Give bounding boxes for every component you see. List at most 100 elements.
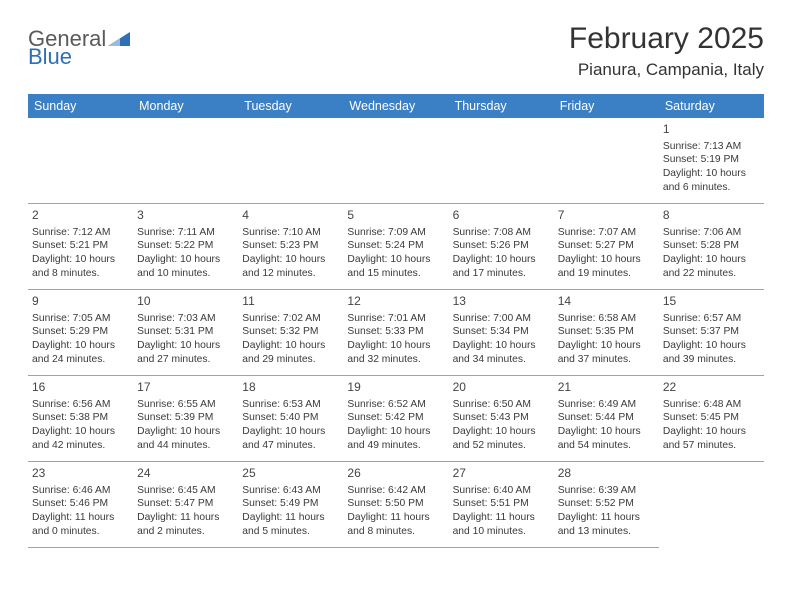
day-number: 1 [663,122,760,138]
sunrise-line: Sunrise: 7:08 AM [453,226,550,240]
weekday-label: Monday [133,94,238,118]
day-number: 23 [32,466,129,482]
sunrise-line: Sunrise: 6:56 AM [32,398,129,412]
day-cell: 1Sunrise: 7:13 AMSunset: 5:19 PMDaylight… [659,118,764,204]
daylight-line: Daylight: 10 hours and 44 minutes. [137,425,234,452]
sunset-line: Sunset: 5:32 PM [242,325,339,339]
title-block: February 2025 Pianura, Campania, Italy [569,22,764,80]
day-number: 26 [347,466,444,482]
day-number: 7 [558,208,655,224]
day-number: 21 [558,380,655,396]
day-number: 24 [137,466,234,482]
sunrise-line: Sunrise: 6:58 AM [558,312,655,326]
sunrise-line: Sunrise: 6:40 AM [453,484,550,498]
day-cell: 11Sunrise: 7:02 AMSunset: 5:32 PMDayligh… [238,290,343,376]
empty-cell [449,118,554,204]
day-number: 2 [32,208,129,224]
empty-cell [238,118,343,204]
sunset-line: Sunset: 5:47 PM [137,497,234,511]
day-number: 4 [242,208,339,224]
sunrise-line: Sunrise: 7:05 AM [32,312,129,326]
daylight-line: Daylight: 10 hours and 12 minutes. [242,253,339,280]
sunrise-line: Sunrise: 6:57 AM [663,312,760,326]
day-number: 15 [663,294,760,310]
sunrise-line: Sunrise: 7:03 AM [137,312,234,326]
sunset-line: Sunset: 5:51 PM [453,497,550,511]
sunrise-line: Sunrise: 6:52 AM [347,398,444,412]
daylight-line: Daylight: 10 hours and 24 minutes. [32,339,129,366]
sunset-line: Sunset: 5:43 PM [453,411,550,425]
day-cell: 4 Sunrise: 7:10 AMSunset: 5:23 PMDaylight… [238,204,343,290]
sunrise-line: Sunrise: 6:39 AM [558,484,655,498]
sunrise-line: Sunrise: 7:12 AM [32,226,129,240]
daylight-line: Daylight: 10 hours and 37 minutes. [558,339,655,366]
day-cell: 22Sunrise: 6:48 AMSunset: 5:45 PMDayligh… [659,376,764,462]
weekday-label: Tuesday [238,94,343,118]
sunset-line: Sunset: 5:50 PM [347,497,444,511]
sunset-line: Sunset: 5:27 PM [558,239,655,253]
sunrise-line: Sunrise: 7:06 AM [663,226,760,240]
day-cell: 5Sunrise: 7:09 AMSunset: 5:24 PMDaylight… [343,204,448,290]
daylight-line: Daylight: 10 hours and 27 minutes. [137,339,234,366]
sunrise-line: Sunrise: 7:01 AM [347,312,444,326]
day-cell: 7 Sunrise: 7:07 AMSunset: 5:27 PMDaylight… [554,204,659,290]
daylight-line: Daylight: 11 hours and 2 minutes. [137,511,234,538]
daylight-line: Daylight: 10 hours and 39 minutes. [663,339,760,366]
sunrise-line: Sunrise: 6:46 AM [32,484,129,498]
logo-word2: Blue [28,44,72,69]
daylight-line: Daylight: 10 hours and 32 minutes. [347,339,444,366]
daylight-line: Daylight: 10 hours and 29 minutes. [242,339,339,366]
weekday-label: Wednesday [343,94,448,118]
daylight-line: Daylight: 10 hours and 52 minutes. [453,425,550,452]
daylight-line: Daylight: 11 hours and 5 minutes. [242,511,339,538]
day-number: 19 [347,380,444,396]
daylight-line: Daylight: 11 hours and 13 minutes. [558,511,655,538]
day-number: 28 [558,466,655,482]
sunset-line: Sunset: 5:19 PM [663,153,760,167]
day-cell: 9Sunrise: 7:05 AMSunset: 5:29 PMDaylight… [28,290,133,376]
daylight-line: Daylight: 11 hours and 8 minutes. [347,511,444,538]
sunset-line: Sunset: 5:49 PM [242,497,339,511]
day-number: 5 [347,208,444,224]
day-cell: 23Sunrise: 6:46 AMSunset: 5:46 PMDayligh… [28,462,133,548]
day-number: 10 [137,294,234,310]
daylight-line: Daylight: 11 hours and 0 minutes. [32,511,129,538]
sunset-line: Sunset: 5:23 PM [242,239,339,253]
day-cell: 20Sunrise: 6:50 AMSunset: 5:43 PMDayligh… [449,376,554,462]
sunset-line: Sunset: 5:37 PM [663,325,760,339]
sunset-line: Sunset: 5:31 PM [137,325,234,339]
daylight-line: Daylight: 10 hours and 19 minutes. [558,253,655,280]
daylight-line: Daylight: 10 hours and 49 minutes. [347,425,444,452]
daylight-line: Daylight: 11 hours and 10 minutes. [453,511,550,538]
day-cell: 25Sunrise: 6:43 AMSunset: 5:49 PMDayligh… [238,462,343,548]
sunrise-line: Sunrise: 7:02 AM [242,312,339,326]
calendar-page: General Blue February 2025 Pianura, Camp… [0,0,792,548]
day-number: 9 [32,294,129,310]
daylight-line: Daylight: 10 hours and 22 minutes. [663,253,760,280]
day-cell: 14Sunrise: 6:58 AMSunset: 5:35 PMDayligh… [554,290,659,376]
sunset-line: Sunset: 5:33 PM [347,325,444,339]
page-subtitle: Pianura, Campania, Italy [569,60,764,80]
day-cell: 24Sunrise: 6:45 AMSunset: 5:47 PMDayligh… [133,462,238,548]
day-number: 6 [453,208,550,224]
sunrise-line: Sunrise: 7:10 AM [242,226,339,240]
sunset-line: Sunset: 5:21 PM [32,239,129,253]
daylight-line: Daylight: 10 hours and 42 minutes. [32,425,129,452]
day-cell: 15 Sunrise: 6:57 AMSunset: 5:37 PMDayligh… [659,290,764,376]
empty-cell [133,118,238,204]
day-cell: 21Sunrise: 6:49 AMSunset: 5:44 PMDayligh… [554,376,659,462]
day-number: 16 [32,380,129,396]
day-number: 17 [137,380,234,396]
logo-text-block: General Blue [28,28,130,68]
sunset-line: Sunset: 5:38 PM [32,411,129,425]
day-cell: 17Sunrise: 6:55 AMSunset: 5:39 PMDayligh… [133,376,238,462]
day-number: 22 [663,380,760,396]
empty-cell [554,118,659,204]
sunset-line: Sunset: 5:22 PM [137,239,234,253]
header: General Blue February 2025 Pianura, Camp… [28,22,764,80]
sunrise-line: Sunrise: 7:09 AM [347,226,444,240]
sunset-line: Sunset: 5:52 PM [558,497,655,511]
sunrise-line: Sunrise: 6:48 AM [663,398,760,412]
daylight-line: Daylight: 10 hours and 17 minutes. [453,253,550,280]
sunrise-line: Sunrise: 7:07 AM [558,226,655,240]
